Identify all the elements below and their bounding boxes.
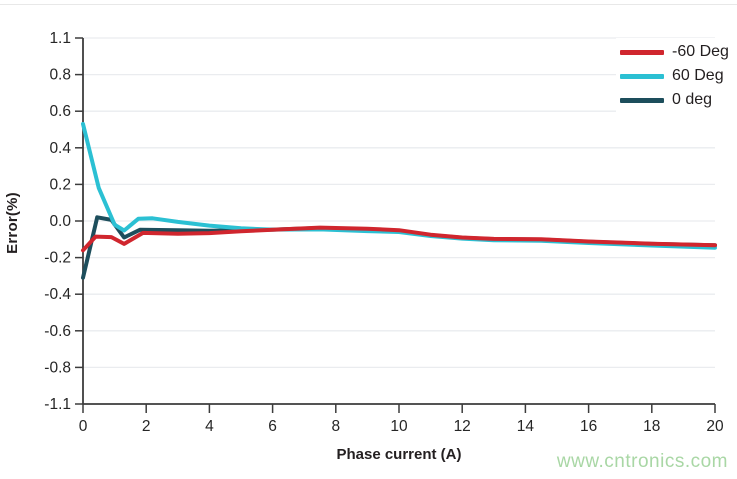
legend-item-plus60: 60 Deg <box>620 64 729 88</box>
y-tick-label: 0.8 <box>49 67 71 84</box>
series-line--60-deg <box>81 225 717 253</box>
y-tick-label: 0.2 <box>49 176 71 193</box>
x-tick-label: 6 <box>268 418 277 435</box>
x-tick-label: 14 <box>517 418 535 435</box>
legend-swatch-0deg-line <box>620 97 664 103</box>
legend-swatch-plus60-line <box>620 73 664 79</box>
y-tick-label: 0.4 <box>49 140 71 157</box>
y-tick-label: 1.1 <box>49 30 71 47</box>
legend-label: -60 Deg <box>672 43 729 60</box>
y-tick-label: -1.1 <box>44 396 71 413</box>
y-tick-label: 0.6 <box>49 103 71 120</box>
x-axis-title: Phase current (A) <box>336 446 462 463</box>
legend-label: 60 Deg <box>672 67 724 84</box>
x-tick-label: 0 <box>79 418 88 435</box>
series-line-0-deg <box>81 215 717 280</box>
legend-item-0deg: 0 deg <box>620 88 729 112</box>
x-tick-label: 10 <box>390 418 408 435</box>
y-axis-title: Error(%) <box>4 192 21 254</box>
x-tick-label: 8 <box>331 418 340 435</box>
y-tick-label: -0.2 <box>44 250 71 267</box>
x-tick-label: 18 <box>643 418 660 435</box>
x-tick-label: 12 <box>454 418 471 435</box>
y-tick-label: -0.4 <box>44 286 71 303</box>
legend-swatch-minus60-line <box>620 49 664 55</box>
x-tick-label: 2 <box>142 418 151 435</box>
y-tick-label: -0.8 <box>44 359 71 376</box>
watermark-text: www.cntronics.com <box>556 451 728 472</box>
legend: -60 Deg 60 Deg 0 deg <box>616 38 733 114</box>
y-tick-label: -0.6 <box>44 323 71 340</box>
y-tick-label: 0.0 <box>49 213 71 230</box>
x-tick-label: 20 <box>706 418 724 435</box>
top-divider <box>0 4 737 5</box>
legend-label: 0 deg <box>672 91 713 108</box>
x-tick-label: 4 <box>205 418 214 435</box>
legend-item-minus60: -60 Deg <box>620 40 729 64</box>
x-tick-label: 16 <box>580 418 597 435</box>
